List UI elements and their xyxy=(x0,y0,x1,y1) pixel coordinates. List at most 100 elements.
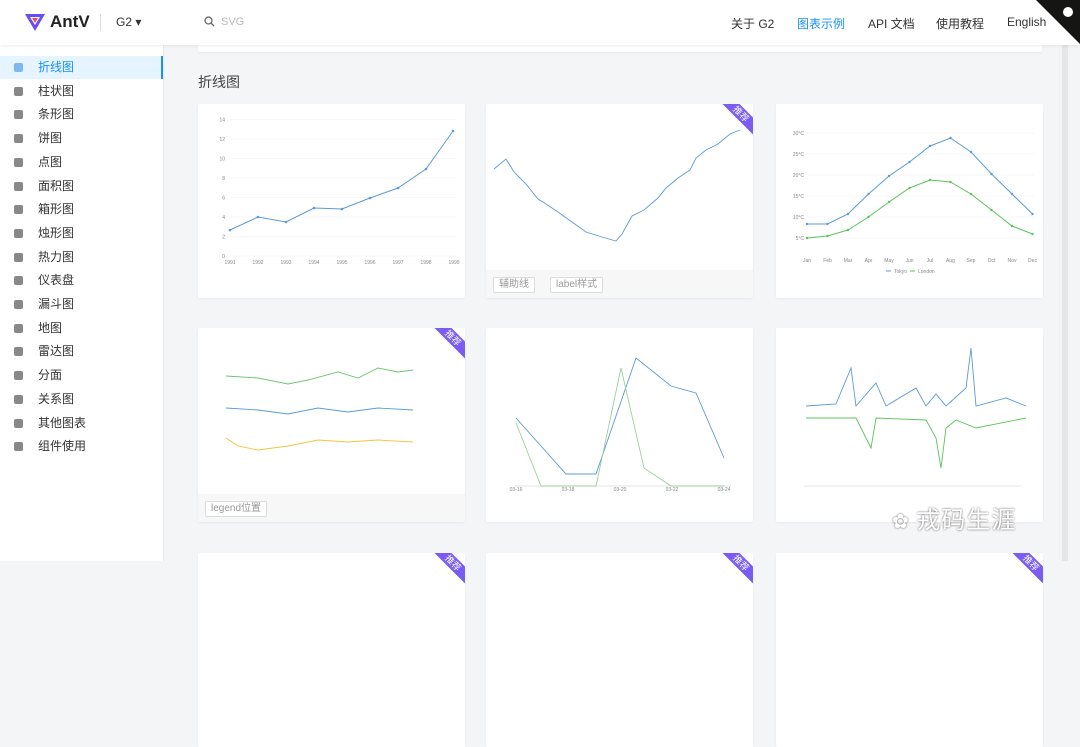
example-card[interactable]: 推荐 xyxy=(776,553,1043,747)
scrollbar xyxy=(1062,45,1068,561)
thumb-point xyxy=(228,228,232,232)
sidebar-item[interactable]: 其他图表 xyxy=(0,412,163,435)
sidebar-item[interactable]: 关系图 xyxy=(0,388,163,411)
example-card[interactable]: 推荐 xyxy=(198,553,465,747)
sidebar-label: 其他图表 xyxy=(38,415,87,430)
sidebar-label: 热力图 xyxy=(38,249,75,264)
thumb-label: Oct xyxy=(988,258,996,264)
thumb-label: 03-24 xyxy=(718,487,731,493)
example-tag[interactable]: 辅助线 xyxy=(493,277,535,293)
thumb-label: 1999 xyxy=(448,260,459,266)
card-footer: legend位置 xyxy=(198,494,465,522)
thumb-point xyxy=(312,206,316,210)
sidebar-item[interactable]: 饼图 xyxy=(0,127,163,150)
chart-thumbnail xyxy=(493,129,741,242)
thumb-point xyxy=(284,220,288,224)
thumb-label: Apr xyxy=(865,258,873,264)
thumb-point xyxy=(805,222,809,226)
thumb-label: 8 xyxy=(222,176,225,182)
sidebar-icon xyxy=(14,323,23,333)
thumb-label: 20°C xyxy=(793,173,805,179)
thumb-point xyxy=(451,129,455,133)
example-card[interactable]: 03-16 03-18 03-20 03-22 03-24 xyxy=(486,328,753,522)
thumb-line xyxy=(806,417,1027,469)
thumb-point xyxy=(846,228,850,232)
thumb-label: 6 xyxy=(222,196,225,202)
thumb-label: 5°C xyxy=(796,236,805,242)
product-switch[interactable]: G2 ▾ xyxy=(116,15,142,29)
nav-link[interactable]: API 文档 xyxy=(868,17,915,31)
sidebar-icon xyxy=(14,134,23,144)
example-tag[interactable]: label样式 xyxy=(550,277,604,293)
nav-link[interactable]: 图表示例 xyxy=(797,17,846,31)
sidebar-icon xyxy=(14,228,23,238)
sidebar-item[interactable]: 折线图 xyxy=(0,56,163,79)
thumb-point xyxy=(867,192,870,196)
thumb-label: 25°C xyxy=(793,152,805,158)
nav-link[interactable]: 关于 G2 xyxy=(731,17,775,31)
thumb-point xyxy=(887,174,891,178)
thumb-label: 1998 xyxy=(420,260,431,266)
nav-link[interactable]: 使用教程 xyxy=(936,17,985,31)
sidebar-item[interactable]: 烛形图 xyxy=(0,222,163,245)
thumb-point xyxy=(1031,212,1034,216)
thumb-point xyxy=(949,136,952,140)
sidebar-item[interactable]: 分面 xyxy=(0,364,163,387)
thumb-label: 03-16 xyxy=(510,487,523,493)
thumb-label: 03-20 xyxy=(614,487,627,493)
sidebar-item[interactable]: 点图 xyxy=(0,151,163,174)
sidebar-item[interactable]: 漏斗图 xyxy=(0,293,163,316)
sidebar-item[interactable]: 面积图 xyxy=(0,175,163,198)
sidebar-icon xyxy=(14,181,23,191)
thumb-label: 10°C xyxy=(793,215,805,221)
thumb-line xyxy=(807,137,1033,225)
logo[interactable]: AntV xyxy=(50,12,90,31)
sidebar-item[interactable]: 雷达图 xyxy=(0,340,163,363)
search-input[interactable]: SVG xyxy=(221,16,245,28)
thumb-label: Jan xyxy=(803,258,811,264)
chart-thumbnail xyxy=(486,553,753,747)
sidebar-item[interactable]: 地图 xyxy=(0,317,163,340)
thumb-label: Aug xyxy=(946,258,955,264)
thumb-label: Tokyo xyxy=(894,269,907,275)
example-card[interactable] xyxy=(776,328,1043,522)
thumb-point xyxy=(368,196,372,200)
thumb-point xyxy=(1010,192,1014,196)
thumb-label: 12 xyxy=(219,137,225,143)
sidebar-item[interactable]: 仪表盘 xyxy=(0,269,163,292)
thumb-label: 1992 xyxy=(252,260,263,266)
sidebar-item[interactable]: 组件使用 xyxy=(0,435,163,458)
example-card[interactable]: 0 2 4 6 8 10 12 14 1991 1992 1993 1994 1995 1996 1997 1… xyxy=(198,104,465,298)
sidebar-label: 关系图 xyxy=(38,391,75,406)
example-card[interactable]: 辅助线 label样式 推荐 xyxy=(486,104,753,298)
sidebar-item[interactable]: 热力图 xyxy=(0,246,163,269)
sidebar-icon xyxy=(14,63,23,72)
card-footer: 辅助线 label样式 xyxy=(486,270,753,298)
sidebar-item[interactable]: 箱形图 xyxy=(0,198,163,221)
thumb-label: Mar xyxy=(844,258,853,264)
example-card[interactable]: 5°C 10°C 15°C 20°C 25°C 30°C Jan Feb Mar Apr May Ju… xyxy=(776,104,1043,298)
watermark: ✿ 戎码生涯 xyxy=(892,507,1017,534)
sidebar-item[interactable]: 柱状图 xyxy=(0,80,163,103)
sidebar-icon xyxy=(14,371,23,381)
example-tag[interactable]: legend位置 xyxy=(205,501,268,517)
chart-thumbnail: 0 2 4 6 8 10 12 14 1991 1992 1993 1994 1995 1996 1997 1… xyxy=(219,118,459,267)
sidebar-icon xyxy=(14,276,23,286)
nav-link[interactable]: English xyxy=(1007,15,1047,29)
thumb-label: Dec xyxy=(1028,258,1037,264)
divider xyxy=(100,14,101,31)
thumb-point xyxy=(424,167,428,171)
sidebar-item[interactable]: 条形图 xyxy=(0,103,163,126)
thumb-label: 1991 xyxy=(224,260,235,266)
thumb-line xyxy=(515,357,725,475)
example-card[interactable]: 推荐 xyxy=(486,553,753,747)
thumb-label: London xyxy=(918,269,935,275)
thumb-line xyxy=(225,437,414,451)
thumb-label: Sep xyxy=(967,258,976,264)
thumb-point xyxy=(969,192,973,196)
example-card[interactable]: legend位置 推荐 xyxy=(198,328,465,522)
thumb-label: 1995 xyxy=(336,260,347,266)
github-corner[interactable] xyxy=(1036,0,1080,44)
thumb-label: 14 xyxy=(219,118,225,124)
sidebar-label: 柱状图 xyxy=(38,83,75,98)
